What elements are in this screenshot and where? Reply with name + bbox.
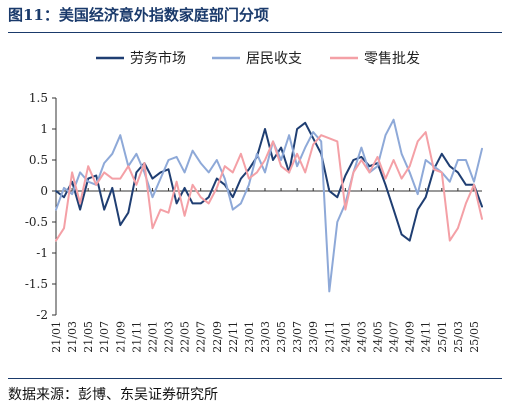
- x-tick-label: 25/05: [468, 321, 481, 353]
- x-tick-label: 22/03: [163, 321, 176, 353]
- x-tick-label: 21/07: [98, 321, 111, 353]
- x-tick-label: 22/01: [146, 321, 159, 353]
- x-tick-label: 25/01: [436, 321, 449, 353]
- legend-label-3: 零售批发: [364, 51, 420, 67]
- series-line-1: [55, 121, 483, 242]
- x-tick-label: 21/01: [50, 321, 63, 353]
- legend-label-1: 劳务市场: [130, 50, 186, 67]
- y-axis: 1.5 1 0.5 0 -0.5 -1 -1.5 -2: [25, 91, 57, 322]
- x-tick-label: 24/05: [372, 321, 385, 353]
- y-tick-label: 1.5: [29, 91, 48, 105]
- y-tick-label: 0: [40, 184, 48, 198]
- legend: 劳务市场 居民收支 零售批发: [96, 50, 420, 67]
- x-tick-label: 24/01: [339, 321, 352, 353]
- x-tick-label: 22/05: [179, 321, 192, 353]
- y-tick-label: -0.5: [25, 215, 48, 229]
- plot-series: [55, 118, 483, 293]
- x-tick-label: 24/09: [404, 321, 417, 353]
- x-tick-label: 21/03: [66, 321, 79, 353]
- title-rule: [8, 32, 502, 33]
- figure-title: 图11：美国经济意外指数家庭部门分项: [8, 6, 269, 24]
- y-tick-label: -2: [36, 308, 48, 322]
- x-tick-label: 22/11: [227, 321, 240, 353]
- x-tick-label: 24/03: [355, 321, 368, 353]
- x-tick-label: 25/03: [452, 321, 465, 353]
- x-tick-label: 22/07: [195, 321, 208, 353]
- y-tick-label: 1: [40, 122, 48, 136]
- x-tick-label: 21/05: [82, 321, 95, 353]
- line-chart: 劳务市场 居民收支 零售批发 1.510.50-0.5-1-1.5-2 21/01 2…: [25, 50, 483, 353]
- x-tick-label: 23/07: [291, 321, 304, 353]
- source-rule: [8, 378, 502, 379]
- x-tick-label: 23/05: [275, 321, 288, 353]
- x-tick-label: 23/03: [259, 321, 272, 353]
- x-tick-label: 23/09: [307, 321, 320, 353]
- x-axis: 21/01 21/03 21/05 21/07 21/09 21/11 22/01 22/03…: [50, 188, 481, 353]
- x-tick-label: 21/11: [130, 321, 143, 353]
- x-tick-label: 24/11: [420, 321, 433, 353]
- series-line-2: [55, 118, 483, 293]
- x-tick-label: 24/07: [388, 321, 401, 353]
- data-source: 数据来源：彭博、东吴证券研究所: [8, 387, 218, 403]
- x-tick-label: 23/01: [243, 321, 256, 353]
- x-tick-label: 21/09: [114, 321, 127, 353]
- y-tick-label: -1.5: [25, 277, 48, 291]
- series-line-3: [55, 131, 483, 242]
- legend-label-2: 居民收支: [246, 51, 302, 67]
- y-tick-label: 0.5: [29, 153, 48, 167]
- y-tick-label: -1: [36, 246, 48, 260]
- x-tick-label: 23/11: [323, 321, 336, 353]
- x-tick-label: 22/09: [211, 321, 224, 353]
